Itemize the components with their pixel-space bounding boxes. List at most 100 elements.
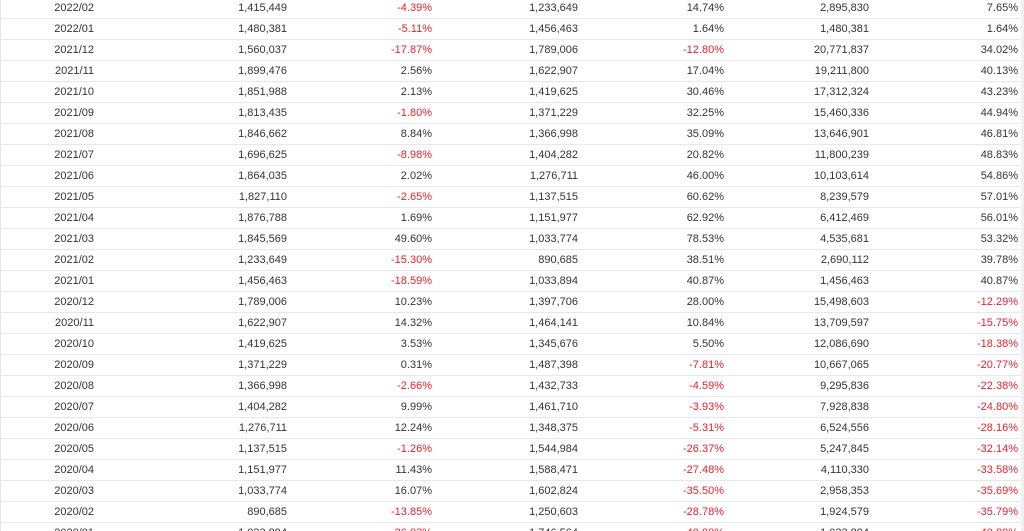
value-cell: 1,851,988 bbox=[94, 81, 289, 103]
period-cell: 2021/08 bbox=[1, 123, 94, 145]
value-cell: 1,846,662 bbox=[94, 123, 289, 145]
cumulative-yoy-cell: 46.81% bbox=[871, 123, 1022, 145]
cumulative-yoy-cell: 44.94% bbox=[871, 102, 1022, 124]
value-cell: 1,899,476 bbox=[94, 60, 289, 82]
cumulative-cell: 13,646,901 bbox=[726, 123, 871, 145]
cumulative-yoy-cell: -20.77% bbox=[871, 354, 1022, 376]
change-cell: -5.11% bbox=[289, 18, 434, 40]
yoy-cell: -40.80% bbox=[580, 522, 726, 531]
value-cell: 1,371,229 bbox=[94, 354, 289, 376]
period-cell: 2021/10 bbox=[1, 81, 94, 103]
cumulative-cell: 4,535,681 bbox=[726, 228, 871, 250]
yoy-cell: 38.51% bbox=[580, 249, 726, 271]
change-cell: 16.07% bbox=[289, 480, 434, 502]
cumulative-cell: 10,667,065 bbox=[726, 354, 871, 376]
cumulative-yoy-cell: -22.38% bbox=[871, 375, 1022, 397]
yoy-cell: 30.46% bbox=[580, 81, 726, 103]
cumulative-cell: 1,924,579 bbox=[726, 501, 871, 523]
yoy-cell: 5.50% bbox=[580, 333, 726, 355]
cumulative-cell: 20,771,837 bbox=[726, 39, 871, 61]
table-row: 2020/10 1,419,625 3.53% 1,345,676 5.50% 12,08… bbox=[1, 333, 1022, 355]
value-cell: 1,415,449 bbox=[94, 0, 289, 19]
value-cell: 890,685 bbox=[94, 501, 289, 523]
prev-year-cell: 1,588,471 bbox=[434, 459, 580, 481]
cumulative-yoy-cell: -33.58% bbox=[871, 459, 1022, 481]
prev-year-cell: 1,366,998 bbox=[434, 123, 580, 145]
table-row: 2020/02 890,685 -13.85% 1,250,603 -28.78% 1,9… bbox=[1, 501, 1022, 523]
prev-year-cell: 1,544,984 bbox=[434, 438, 580, 460]
period-cell: 2021/04 bbox=[1, 207, 94, 229]
cumulative-yoy-cell: 53.32% bbox=[871, 228, 1022, 250]
yoy-cell: -4.59% bbox=[580, 375, 726, 397]
table-row: 2021/04 1,876,788 1.69% 1,151,977 62.92% 6,41… bbox=[1, 207, 1022, 229]
change-cell: 11.43% bbox=[289, 459, 434, 481]
prev-year-cell: 1,622,907 bbox=[434, 60, 580, 82]
cumulative-cell: 1,480,381 bbox=[726, 18, 871, 40]
change-cell: 2.13% bbox=[289, 81, 434, 103]
yoy-cell: -26.37% bbox=[580, 438, 726, 460]
cumulative-yoy-cell: 34.02% bbox=[871, 39, 1022, 61]
period-cell: 2021/11 bbox=[1, 60, 94, 82]
cumulative-yoy-cell: 1.64% bbox=[871, 18, 1022, 40]
period-cell: 2021/07 bbox=[1, 144, 94, 166]
period-cell: 2020/06 bbox=[1, 417, 94, 439]
prev-year-cell: 1,345,676 bbox=[434, 333, 580, 355]
yoy-cell: 35.09% bbox=[580, 123, 726, 145]
table-row: 2021/09 1,813,435 -1.80% 1,371,229 32.25% 15,… bbox=[1, 102, 1022, 124]
cumulative-cell: 4,110,330 bbox=[726, 459, 871, 481]
change-cell: 49.60% bbox=[289, 228, 434, 250]
table-row: 2022/02 1,415,449 -4.39% 1,233,649 14.74% 2,8… bbox=[1, 0, 1022, 19]
value-cell: 1,789,006 bbox=[94, 291, 289, 313]
prev-year-cell: 1,348,375 bbox=[434, 417, 580, 439]
yoy-cell: 10.84% bbox=[580, 312, 726, 334]
prev-year-cell: 1,602,824 bbox=[434, 480, 580, 502]
cumulative-cell: 9,295,836 bbox=[726, 375, 871, 397]
cumulative-yoy-cell: -12.29% bbox=[871, 291, 1022, 313]
period-cell: 2021/12 bbox=[1, 39, 94, 61]
period-cell: 2021/01 bbox=[1, 270, 94, 292]
period-cell: 2020/11 bbox=[1, 312, 94, 334]
value-cell: 1,033,894 bbox=[94, 522, 289, 531]
value-cell: 1,366,998 bbox=[94, 375, 289, 397]
yoy-cell: 28.00% bbox=[580, 291, 726, 313]
yoy-cell: 17.04% bbox=[580, 60, 726, 82]
table-row: 2021/06 1,864,035 2.02% 1,276,711 46.00% 10,1… bbox=[1, 165, 1022, 187]
cumulative-cell: 6,412,469 bbox=[726, 207, 871, 229]
cumulative-yoy-cell: -18.38% bbox=[871, 333, 1022, 355]
table-row: 2020/09 1,371,229 0.31% 1,487,398 -7.81% 10,6… bbox=[1, 354, 1022, 376]
yoy-cell: 60.62% bbox=[580, 186, 726, 208]
period-cell: 2021/06 bbox=[1, 165, 94, 187]
period-cell: 2020/08 bbox=[1, 375, 94, 397]
period-cell: 2020/05 bbox=[1, 438, 94, 460]
table-row: 2020/12 1,789,006 10.23% 1,397,706 28.00% 15,… bbox=[1, 291, 1022, 313]
prev-year-cell: 1,789,006 bbox=[434, 39, 580, 61]
value-cell: 1,404,282 bbox=[94, 396, 289, 418]
value-cell: 1,560,037 bbox=[94, 39, 289, 61]
period-cell: 2020/10 bbox=[1, 333, 94, 355]
table-row: 2020/07 1,404,282 9.99% 1,461,710 -3.93% 7,92… bbox=[1, 396, 1022, 418]
cumulative-yoy-cell: 56.01% bbox=[871, 207, 1022, 229]
prev-year-cell: 1,419,625 bbox=[434, 81, 580, 103]
cumulative-yoy-cell: 48.83% bbox=[871, 144, 1022, 166]
cumulative-yoy-cell: 39.78% bbox=[871, 249, 1022, 271]
cumulative-cell: 2,958,353 bbox=[726, 480, 871, 502]
table-row: 2020/03 1,033,774 16.07% 1,602,824 -35.50% 2,… bbox=[1, 480, 1022, 502]
value-cell: 1,696,625 bbox=[94, 144, 289, 166]
table-row: 2021/12 1,560,037 -17.87% 1,789,006 -12.80% 2… bbox=[1, 39, 1022, 61]
period-cell: 2020/01 bbox=[1, 522, 94, 531]
yoy-cell: -35.50% bbox=[580, 480, 726, 502]
prev-year-cell: 1,397,706 bbox=[434, 291, 580, 313]
table-row: 2021/10 1,851,988 2.13% 1,419,625 30.46% 17,3… bbox=[1, 81, 1022, 103]
prev-year-cell: 1,250,603 bbox=[434, 501, 580, 523]
cumulative-cell: 1,033,894 bbox=[726, 522, 871, 531]
cumulative-cell: 6,524,556 bbox=[726, 417, 871, 439]
value-cell: 1,864,035 bbox=[94, 165, 289, 187]
scrollbar-track[interactable] bbox=[1021, 0, 1024, 531]
change-cell: 12.24% bbox=[289, 417, 434, 439]
prev-year-cell: 1,432,733 bbox=[434, 375, 580, 397]
value-cell: 1,419,625 bbox=[94, 333, 289, 355]
yoy-cell: -7.81% bbox=[580, 354, 726, 376]
cumulative-cell: 7,928,838 bbox=[726, 396, 871, 418]
